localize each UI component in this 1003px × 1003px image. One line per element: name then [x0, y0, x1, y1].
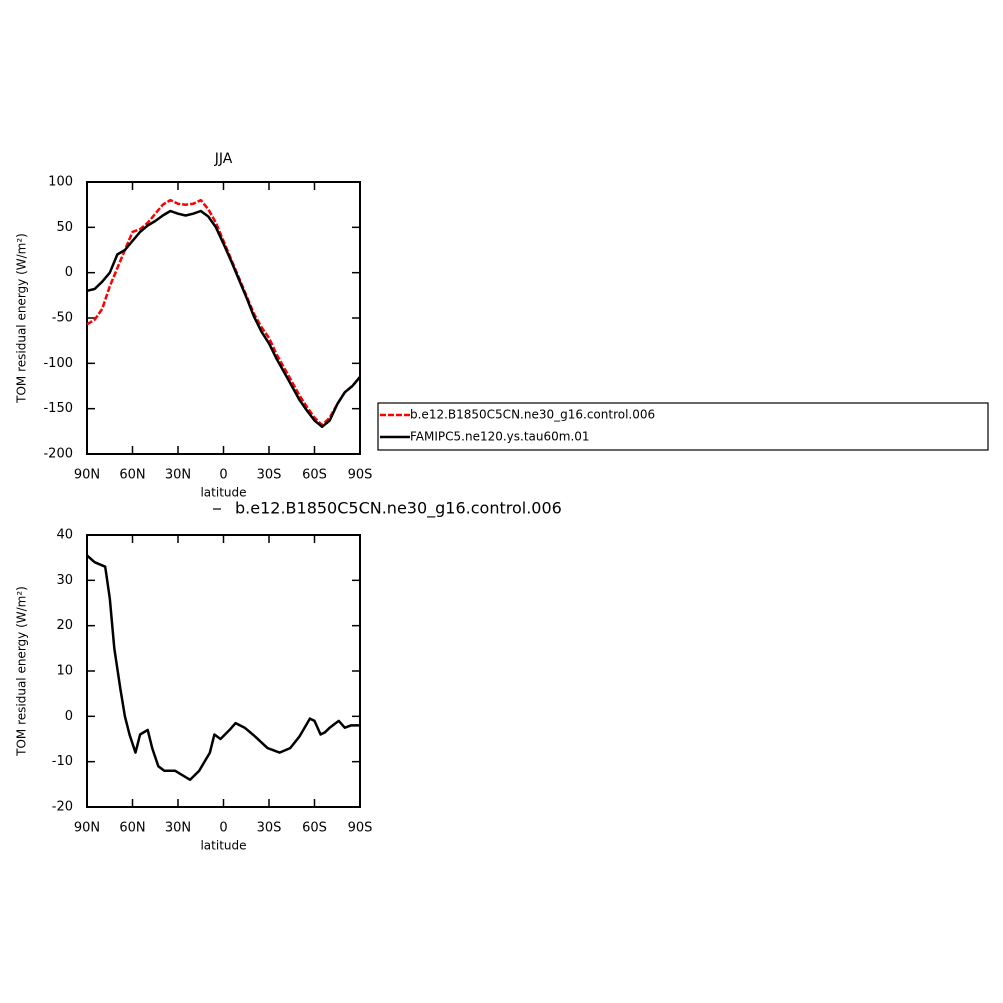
y-tick-label: 0	[65, 265, 73, 280]
y-tick-label: 0	[65, 709, 73, 724]
plot-frame	[86, 181, 361, 455]
y-tick-label: -50	[52, 311, 73, 326]
y-tick-label: -100	[43, 356, 73, 371]
y-tick-label: 100	[48, 175, 73, 190]
y-tick-label: -20	[52, 800, 73, 815]
y-tick-label: -200	[43, 447, 73, 462]
y-tick-label: -10	[52, 754, 73, 769]
data-line	[86, 209, 361, 429]
x-tick-label: 30N	[165, 468, 191, 483]
x-tick-label: 30N	[165, 821, 191, 836]
y-axis-label: TOM residual energy (W/m²)	[15, 586, 29, 757]
x-axis-label: latitude	[200, 486, 246, 500]
y-axis-label: TOM residual energy (W/m²)	[15, 233, 29, 404]
y-tick-label: 50	[56, 220, 73, 235]
y-tick-label: 10	[56, 664, 73, 679]
legend-box	[377, 402, 989, 451]
x-tick-label: 90N	[74, 468, 100, 483]
x-tick-label: 90S	[348, 821, 373, 836]
x-tick-label: 30S	[257, 821, 282, 836]
x-tick-label: 0	[219, 468, 227, 483]
y-tick-label: -150	[43, 401, 73, 416]
x-axis-label: latitude	[200, 839, 246, 853]
x-tick-label: 90S	[348, 468, 373, 483]
chart-title: JJA	[214, 151, 233, 167]
x-tick-label: 60S	[302, 821, 327, 836]
data-line	[86, 554, 360, 782]
data-line	[86, 198, 361, 427]
x-tick-label: 90N	[74, 821, 100, 836]
x-tick-label: 30S	[257, 468, 282, 483]
x-tick-label: 60N	[119, 821, 145, 836]
x-tick-label: 60N	[119, 468, 145, 483]
y-tick-label: 30	[56, 573, 73, 588]
x-tick-label: 60S	[302, 468, 327, 483]
y-tick-label: 40	[56, 528, 73, 543]
legend-label: b.e12.B1850C5CN.ne30_g16.control.006	[410, 408, 655, 422]
legend-label: b.e12.B1850C5CN.ne30_g16.control.006	[235, 499, 562, 519]
x-tick-label: 0	[219, 821, 227, 836]
plot-frame	[86, 534, 361, 808]
y-tick-label: 20	[56, 618, 73, 633]
legend-label: FAMIPC5.ne120.ys.tau60m.01	[410, 430, 590, 444]
